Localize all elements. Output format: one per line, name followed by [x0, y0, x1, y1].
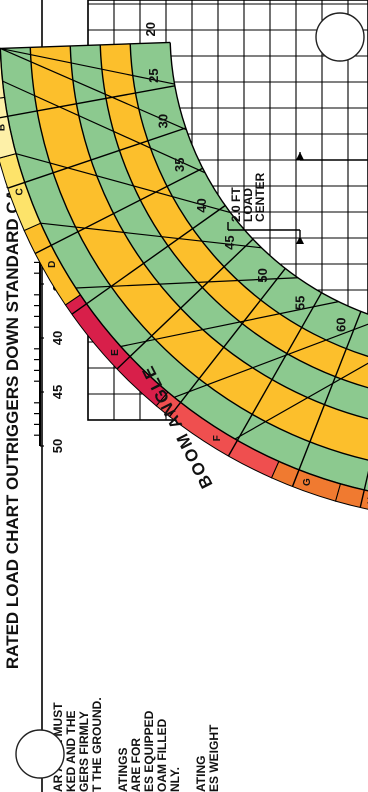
- boom-angle-labels: 6865605550454035302520: [143, 22, 349, 332]
- note-line: OAM FILLED: [155, 718, 169, 792]
- zone-label: C: [14, 188, 25, 195]
- zone-label: H: [366, 497, 368, 504]
- zone-labels: HGFEDCBA: [0, 124, 368, 504]
- note-line: ES WEIGHT: [207, 724, 221, 792]
- load-band: [70, 44, 368, 429]
- load-center-line-3: CENTER: [253, 172, 267, 222]
- load-band: [0, 47, 368, 498]
- load-center-line-2: LOAD: [241, 188, 255, 222]
- boom-angle-value: 20: [143, 22, 158, 36]
- load-band: [100, 43, 368, 399]
- boom-angle-value: 25: [146, 68, 161, 82]
- zone-label: B: [0, 124, 8, 131]
- height-tick-label: 45: [50, 385, 65, 399]
- note-line: KED AND THE: [64, 710, 78, 792]
- height-tick-label: 40: [50, 331, 65, 345]
- note-line: NLY.: [168, 767, 182, 792]
- chart-area: HGFEDCBA 6865605550454035302520 BOOM ANG…: [0, 0, 368, 516]
- boom-angle-value: 45: [222, 235, 237, 249]
- boom-angle-value: 40: [194, 198, 209, 212]
- note-line: ATING: [194, 756, 208, 792]
- height-tick-label: 50: [50, 439, 65, 453]
- zone-label: F: [212, 435, 223, 441]
- load-band: [30, 45, 368, 468]
- load-center-annotation: 2.0 FT LOAD CENTER: [227, 152, 368, 244]
- note-line: ATINGS: [116, 748, 130, 792]
- load-band: [130, 42, 368, 369]
- note-line: GERS FIRMLY: [77, 711, 91, 792]
- zone-label: D: [47, 261, 58, 268]
- chart-title: RATED LOAD CHART OUTRIGGERS DOWN STANDAR…: [3, 123, 22, 669]
- boom-angle-value: 35: [172, 157, 187, 171]
- boom-angle-value: 50: [255, 268, 270, 282]
- boom-angle-value: 55: [293, 296, 308, 310]
- note-line: ES EQUIPPED: [142, 710, 156, 792]
- top-hole-circle: [315, 12, 365, 62]
- zone-label: E: [110, 349, 121, 356]
- bottom-hole-circle: [15, 729, 65, 779]
- boom-angle-value: 30: [156, 114, 171, 128]
- boom-angle-value: 60: [334, 317, 349, 331]
- note-line: ARE FOR: [129, 738, 143, 792]
- load-arc: [0, 41, 368, 516]
- note-line: T THE GROUND.: [90, 697, 104, 792]
- load-center-line-1: 2.0 FT: [229, 187, 243, 222]
- zone-label: G: [302, 478, 313, 486]
